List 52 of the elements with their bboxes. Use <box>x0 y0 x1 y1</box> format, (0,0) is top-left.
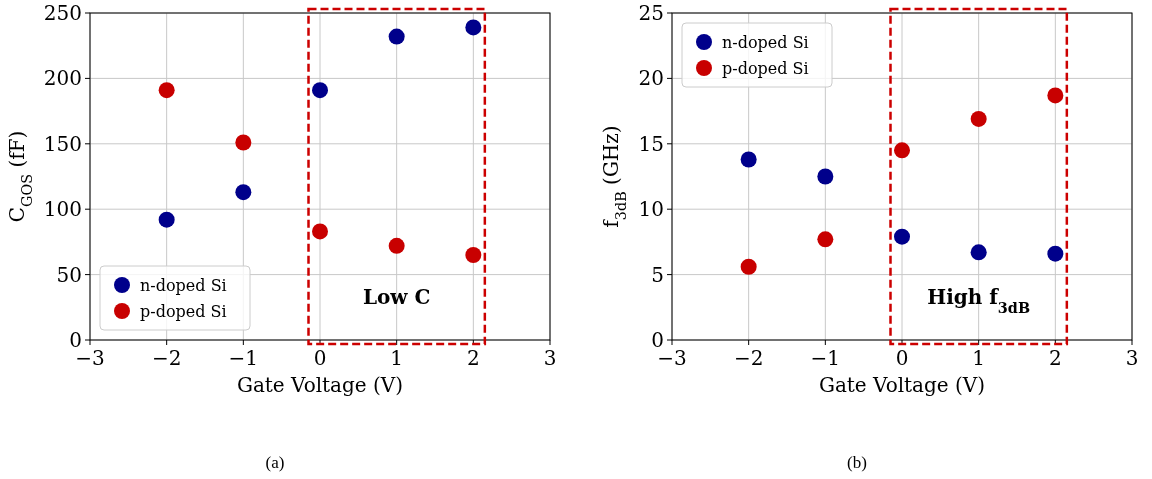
point <box>235 134 252 151</box>
point <box>388 237 405 254</box>
y-tick-label: 250 <box>43 1 82 25</box>
point <box>740 151 757 168</box>
y-tick-label: 150 <box>43 131 82 156</box>
point <box>894 142 910 159</box>
point <box>158 82 175 99</box>
point <box>817 168 834 185</box>
x-tick-label: −1 <box>228 346 259 370</box>
point <box>388 28 405 45</box>
point <box>817 231 834 248</box>
legend-label: p-doped Si <box>140 302 227 321</box>
y-tick-label: 100 <box>43 197 82 222</box>
point <box>740 258 757 275</box>
legend-label: n-doped Si <box>722 33 809 52</box>
x-tick-label: 0 <box>313 346 327 370</box>
y-tick-label: 5 <box>651 262 664 287</box>
x-tick-label: 2 <box>466 346 480 370</box>
point <box>1047 87 1064 104</box>
x-tick-label: 3 <box>543 346 557 370</box>
legend-label: n-doped Si <box>140 276 227 295</box>
point <box>235 184 252 201</box>
annotation: High f$_{3dB}$ <box>927 285 1031 316</box>
x-tick-label: 0 <box>895 346 909 370</box>
x-tick-label: 2 <box>1048 346 1062 370</box>
y-tick-label: 200 <box>43 66 82 91</box>
point <box>894 228 910 245</box>
x-axis-title: Gate Voltage (V) <box>818 373 986 397</box>
y-tick-label: 50 <box>56 262 82 287</box>
y-tick-label: 25 <box>638 1 664 25</box>
text: (a) <box>265 453 285 472</box>
text: (b) <box>847 453 867 472</box>
point <box>1047 245 1064 262</box>
x-tick-label: 1 <box>972 346 986 370</box>
point <box>312 82 328 99</box>
y-tick-label: 10 <box>638 197 664 222</box>
point <box>312 223 328 240</box>
x-tick-label: 3 <box>1125 346 1139 370</box>
point <box>970 244 987 261</box>
point <box>970 110 987 127</box>
y-tick-label: 20 <box>638 66 664 91</box>
x-tick-label: −1 <box>810 346 841 370</box>
x-axis-title: Gate Voltage (V) <box>236 373 404 397</box>
y-tick-label: 15 <box>638 131 664 156</box>
legend-label: p-doped Si <box>722 59 809 78</box>
annotation: Low C <box>362 285 431 309</box>
point <box>158 211 175 228</box>
point <box>465 246 482 263</box>
x-tick-label: −2 <box>151 346 182 370</box>
x-tick-label: −2 <box>733 346 764 370</box>
point <box>465 19 482 36</box>
x-tick-label: 1 <box>390 346 404 370</box>
